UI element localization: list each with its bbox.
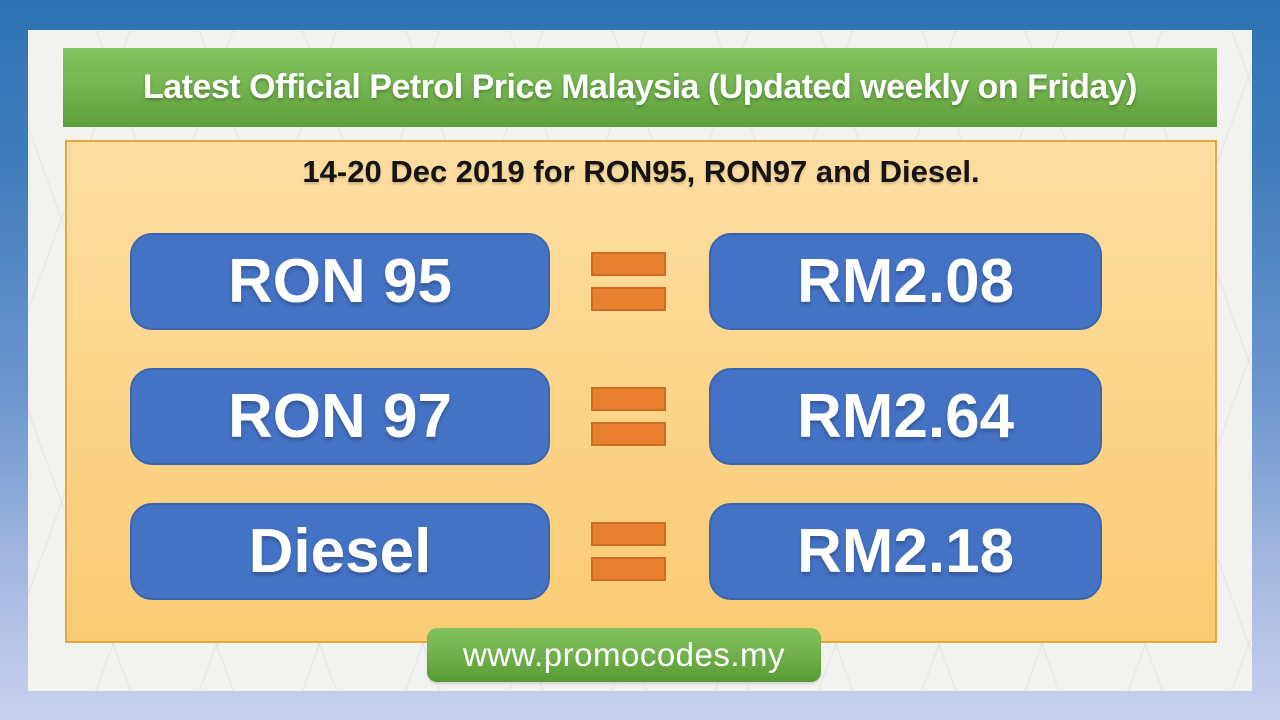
price-panel: 14-20 Dec 2019 for RON95, RON97 and Dies…	[65, 140, 1217, 643]
website-link[interactable]: www.promocodes.my	[427, 628, 821, 682]
page-title: Latest Official Petrol Price Malaysia (U…	[143, 68, 1138, 106]
fuel-price-badge: RM2.18	[709, 503, 1102, 600]
price-row-diesel: Diesel RM2.18	[67, 503, 1215, 600]
fuel-price-badge: RM2.08	[709, 233, 1102, 330]
content-card: Latest Official Petrol Price Malaysia (U…	[28, 30, 1252, 691]
fuel-name-badge: Diesel	[130, 503, 550, 600]
equals-icon	[591, 252, 666, 311]
equals-bar	[591, 557, 666, 581]
equals-bar	[591, 422, 666, 446]
equals-bar	[591, 252, 666, 276]
title-banner: Latest Official Petrol Price Malaysia (U…	[63, 48, 1217, 127]
equals-bar	[591, 287, 666, 311]
website-link-label: www.promocodes.my	[462, 636, 786, 673]
date-range-subtitle: 14-20 Dec 2019 for RON95, RON97 and Dies…	[302, 154, 980, 189]
price-row-ron95: RON 95 RM2.08	[67, 233, 1215, 330]
equals-bar	[591, 522, 666, 546]
equals-bar	[591, 387, 666, 411]
equals-icon	[591, 522, 666, 581]
fuel-name-badge: RON 97	[130, 368, 550, 465]
fuel-name-badge: RON 95	[130, 233, 550, 330]
fuel-price-badge: RM2.64	[709, 368, 1102, 465]
equals-icon	[591, 387, 666, 446]
price-row-ron97: RON 97 RM2.64	[67, 368, 1215, 465]
